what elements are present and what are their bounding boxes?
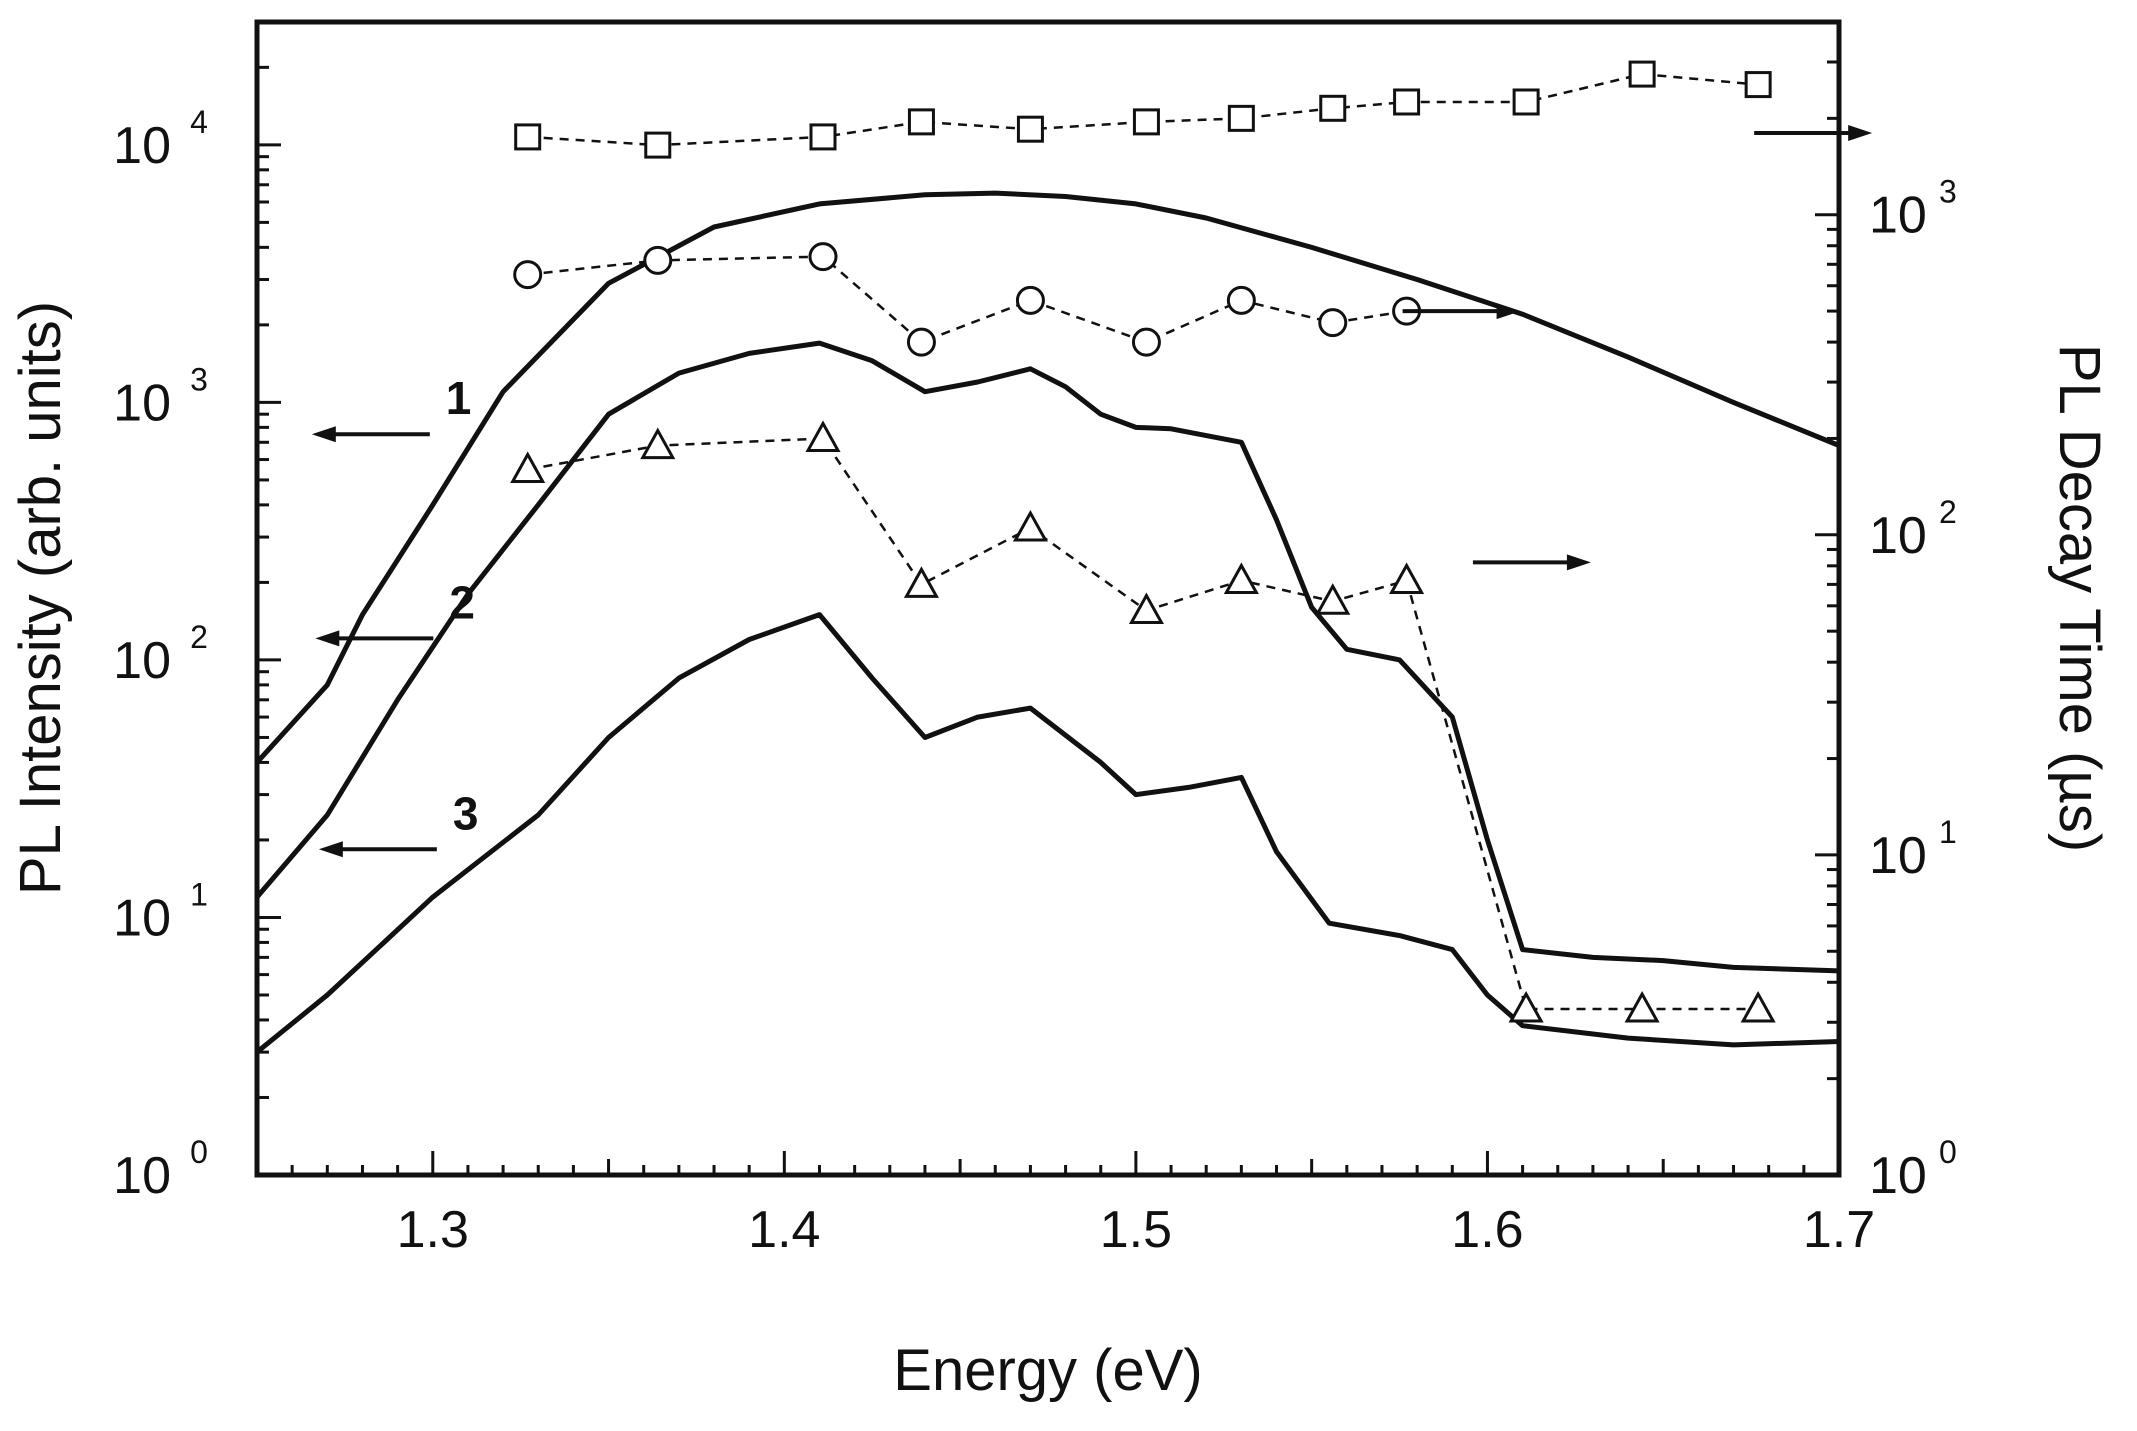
tick-labels: 1.3 1.4 1.5 1.6 1.710 010 110 210 310 410 010 110 21… <box>113 104 1957 1259</box>
right-arrow-head <box>1566 554 1591 571</box>
triangle-marker <box>1012 509 1048 542</box>
left-tick-label: 10 <box>113 374 171 432</box>
circle-marker <box>1131 327 1161 357</box>
left-tick-label: 10 <box>113 889 171 947</box>
left-tick-exponent: 2 <box>190 619 208 655</box>
triangle-marker <box>903 566 939 598</box>
circle-marker <box>1226 285 1256 315</box>
triangle-marker <box>1508 990 1544 1023</box>
circle-marker <box>1318 308 1348 338</box>
right-tick-exponent: 2 <box>1939 494 1957 530</box>
right-tick-exponent: 1 <box>1939 814 1957 850</box>
right-tick-label: 10 <box>1869 507 1927 565</box>
right-arrow-head <box>1496 303 1521 320</box>
x-tick-label: 1.6 <box>1451 1201 1523 1259</box>
curve-label: 2 <box>449 576 475 628</box>
left-axis-title: PL Intensity (arb. units) <box>8 301 73 895</box>
circle-marker <box>643 245 673 275</box>
left-tick-exponent: 4 <box>190 104 208 140</box>
circle-marker <box>1015 285 1045 315</box>
intensity-curves <box>255 190 1840 1055</box>
square-marker <box>1132 108 1160 136</box>
left-arrow-head <box>311 426 336 443</box>
plot-frame <box>254 19 1842 1178</box>
right-tick-label: 10 <box>1869 1147 1927 1205</box>
triangle-marker <box>1740 990 1776 1023</box>
triangle-marker <box>1223 562 1259 594</box>
left-tick-label: 10 <box>113 632 171 690</box>
square-marker <box>1512 88 1540 116</box>
right-tick-label: 10 <box>1869 827 1927 885</box>
square-marker <box>1744 71 1772 99</box>
triangle-marker <box>1128 592 1164 625</box>
axis-ticks <box>255 20 1841 1177</box>
right-arrow-head <box>1848 125 1873 142</box>
curve-label: 1 <box>446 372 472 424</box>
left-tick-label: 10 <box>113 117 171 175</box>
square-marker <box>809 123 837 151</box>
square-marker <box>1016 115 1044 143</box>
triangle-marker <box>805 420 841 452</box>
square-marker <box>1227 104 1255 132</box>
circle-marker <box>513 260 543 290</box>
curve-label: 3 <box>453 787 479 839</box>
square-marker <box>644 131 672 159</box>
triangle-marker <box>640 427 676 460</box>
x-tick-label: 1.7 <box>1803 1201 1875 1259</box>
square-marker <box>1319 94 1347 122</box>
circle-marker <box>808 242 838 272</box>
annotations: 1 2 3 <box>311 125 1873 858</box>
x-tick-label: 1.3 <box>397 1201 469 1259</box>
circles-line <box>527 255 1407 344</box>
left-tick-label: 10 <box>113 1147 171 1205</box>
left-tick-exponent: 1 <box>190 876 208 912</box>
curve-2 <box>255 340 1840 974</box>
triangle-marker <box>510 451 546 483</box>
curve-3 <box>255 612 1840 1055</box>
left-arrow-head <box>315 630 340 647</box>
triangle-marker <box>1624 990 1660 1023</box>
right-tick-exponent: 3 <box>1939 174 1957 210</box>
square-marker <box>514 123 542 151</box>
decay-series <box>510 60 1776 1023</box>
x-tick-label: 1.5 <box>1100 1201 1172 1259</box>
x-axis-title: Energy (eV) <box>893 1338 1202 1403</box>
curve-1 <box>255 190 1840 765</box>
triangle-marker <box>1389 562 1425 594</box>
square-marker <box>1628 60 1656 88</box>
right-tick-exponent: 0 <box>1939 1134 1957 1170</box>
triangle-marker <box>1315 583 1351 615</box>
triangles-line <box>527 437 1759 1011</box>
right-axis-title: PL Decay Time (µs) <box>2047 344 2112 852</box>
left-arrow-head <box>318 841 343 858</box>
left-tick-exponent: 3 <box>190 361 208 397</box>
circle-marker <box>906 327 936 357</box>
x-tick-label: 1.4 <box>748 1201 820 1259</box>
left-tick-exponent: 0 <box>190 1134 208 1170</box>
square-marker <box>907 108 935 136</box>
square-marker <box>1393 88 1421 116</box>
right-tick-label: 10 <box>1869 187 1927 245</box>
